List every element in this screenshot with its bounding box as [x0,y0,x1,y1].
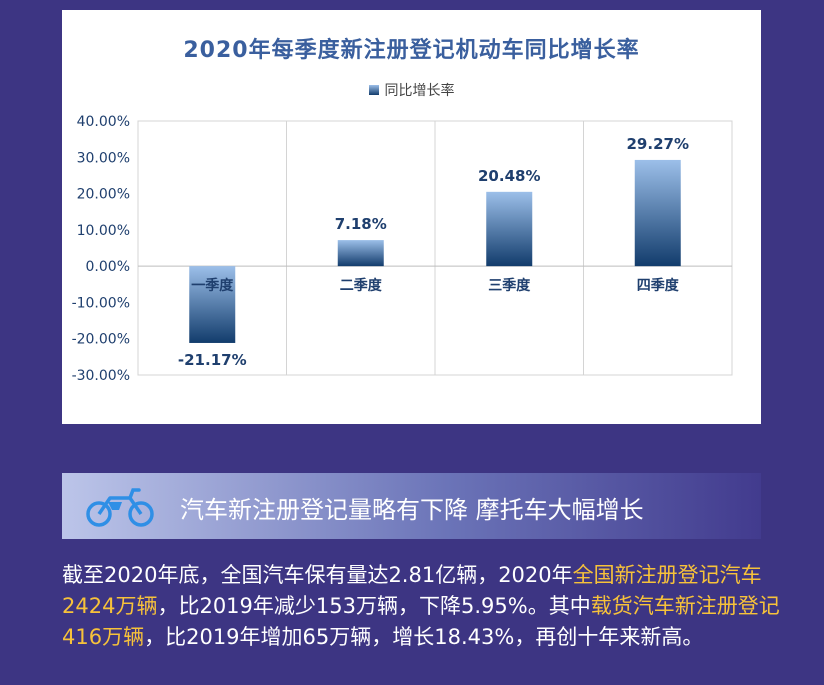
motorcycle-icon [86,488,154,527]
y-tick-label: 10.00% [77,223,130,239]
category-label: 二季度 [340,277,383,294]
body-paragraph: 截至2020年底，全国汽车保有量达2.81亿辆，2020年全国新注册登记汽车24… [62,560,782,653]
data-label: 20.48% [478,167,540,185]
data-label: 29.27% [627,135,689,153]
section-banner: 汽车新注册登记量略有下降 摩托车大幅增长 [62,473,761,539]
highlight-trucks: 载货汽车新注册登记416万辆 [62,594,780,649]
bar [486,191,533,267]
data-label: 7.18% [335,215,387,233]
body-text-part: ，比2019年减少153万辆，下降5.95%。其中 [157,594,591,618]
body-text-part: ，比2019年增加65万辆，增长18.43%，再创十年来新高。 [144,625,704,649]
legend-label: 同比增长率 [384,83,455,99]
y-tick-label: -10.00% [72,295,130,311]
category-label: 四季度 [637,277,680,294]
chart-legend: 同比增长率 [62,80,761,100]
body-text-part: 截至2020年底，全国汽车保有量达2.81亿辆，2020年 [62,563,573,587]
bar [634,159,681,267]
y-tick-label: 0.00% [86,259,130,275]
banner-title: 汽车新注册登记量略有下降 摩托车大幅增长 [180,496,644,524]
bar [337,240,384,267]
legend-swatch [368,85,379,95]
data-label: -21.17% [178,351,247,369]
y-tick-label: 20.00% [77,187,130,203]
chart-title: 2020年每季度新注册登记机动车同比增长率 [183,38,640,63]
chart-card: 2020年每季度新注册登记机动车同比增长率 同比增长率 40.00% 30.00%… [62,10,761,424]
y-tick-label: -30.00% [72,368,130,384]
category-label: 一季度 [191,277,234,294]
y-tick-label: 30.00% [77,150,130,166]
y-tick-label: 40.00% [77,114,130,130]
category-label: 三季度 [488,277,531,294]
bar [189,266,236,343]
y-tick-label: -20.00% [72,332,130,348]
highlight-new-cars: 全国新注册登记汽车2424万辆 [62,563,762,618]
bar-chart: 40.00% 30.00% 20.00% 10.00% 0.00% -10.00% -20.… [72,114,733,384]
